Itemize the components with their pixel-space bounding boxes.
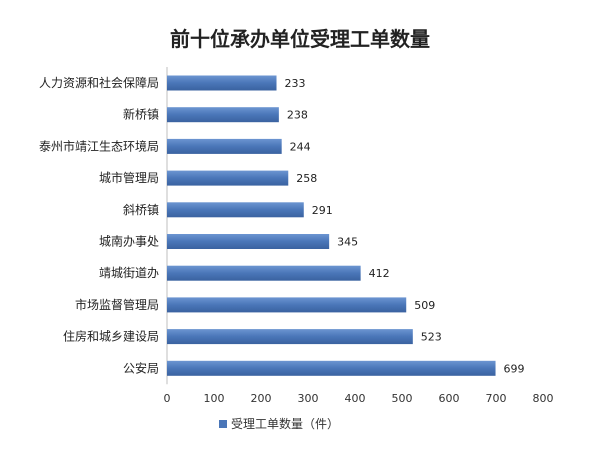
category-label: 泰州市靖江生态环境局 bbox=[39, 138, 159, 153]
data-label: 291 bbox=[312, 204, 333, 217]
data-label: 233 bbox=[285, 77, 306, 90]
x-tick-label: 300 bbox=[298, 392, 319, 405]
category-label: 市场监督管理局 bbox=[75, 297, 159, 312]
x-tick-label: 200 bbox=[251, 392, 272, 405]
category-label: 城市管理局 bbox=[99, 170, 159, 185]
bar bbox=[167, 360, 496, 376]
x-tick-label: 500 bbox=[392, 392, 413, 405]
category-label: 人力资源和社会保障局 bbox=[39, 75, 159, 90]
x-tick-label: 700 bbox=[486, 392, 507, 405]
legend-swatch bbox=[219, 420, 227, 428]
x-tick-label: 400 bbox=[345, 392, 366, 405]
chart-title: 前十位承办单位受理工单数量 bbox=[170, 27, 430, 51]
x-tick-label: 0 bbox=[164, 392, 171, 405]
bar bbox=[167, 202, 304, 218]
category-label: 住房和城乡建设局 bbox=[63, 329, 159, 344]
data-label: 412 bbox=[369, 267, 390, 280]
data-label: 238 bbox=[287, 109, 308, 122]
data-label: 258 bbox=[296, 172, 317, 185]
x-tick-label: 600 bbox=[439, 392, 460, 405]
data-label: 523 bbox=[421, 331, 442, 344]
category-label: 靖城街道办 bbox=[99, 265, 159, 280]
category-label: 城南办事处 bbox=[99, 234, 159, 249]
legend: 受理工单数量（件） bbox=[219, 416, 339, 431]
bar bbox=[167, 265, 361, 281]
category-label: 公安局 bbox=[123, 360, 159, 375]
legend-label: 受理工单数量（件） bbox=[231, 416, 339, 431]
x-tick-label: 100 bbox=[204, 392, 225, 405]
data-label: 699 bbox=[504, 362, 525, 375]
bar bbox=[167, 107, 279, 123]
bar bbox=[167, 75, 277, 91]
bar bbox=[167, 138, 282, 154]
x-tick-label: 800 bbox=[533, 392, 554, 405]
data-label: 244 bbox=[290, 140, 311, 153]
category-label: 斜桥镇 bbox=[123, 203, 159, 217]
data-label: 345 bbox=[337, 236, 358, 249]
category-label: 新桥镇 bbox=[123, 107, 159, 122]
plot-area: 人力资源和社会保障局 233 新桥镇 238 泰州市靖江生态环境局 244 城市管理局 258… bbox=[39, 67, 554, 405]
bar bbox=[167, 329, 413, 345]
bar bbox=[167, 234, 330, 249]
data-label: 509 bbox=[414, 299, 435, 312]
bar bbox=[167, 170, 289, 186]
bar bbox=[167, 297, 407, 313]
